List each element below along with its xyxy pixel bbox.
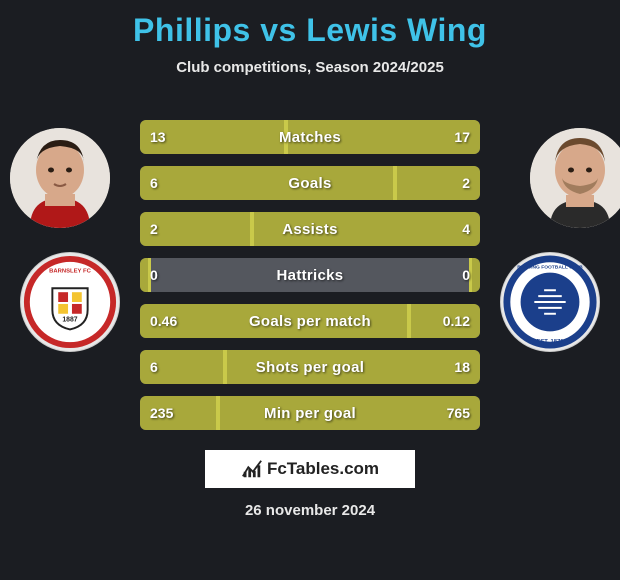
player1-name: Phillips <box>133 12 251 48</box>
stats-bars: 13Matches176Goals22Assists40Hattricks00.… <box>140 120 480 442</box>
player2-club-crest: READING FOOTBALL CLUB EST. 1871 <box>500 252 600 352</box>
stat-row: 13Matches17 <box>140 120 480 154</box>
player1-avatar <box>10 128 110 228</box>
vs-text: vs <box>260 12 297 48</box>
stat-value-right: 765 <box>437 396 480 430</box>
svg-text:EST. 1871: EST. 1871 <box>536 339 564 345</box>
stat-value-right: 2 <box>452 166 480 200</box>
fctables-logo: FcTables.com <box>205 450 415 488</box>
stat-label: Matches <box>140 120 480 154</box>
subtitle: Club competitions, Season 2024/2025 <box>0 59 620 76</box>
svg-text:BARNSLEY FC: BARNSLEY FC <box>49 269 91 275</box>
stat-row: 6Shots per goal18 <box>140 350 480 384</box>
stat-label: Assists <box>140 212 480 246</box>
stat-value-right: 0.12 <box>433 304 480 338</box>
stat-label: Hattricks <box>140 258 480 292</box>
stat-value-right: 18 <box>444 350 480 384</box>
stat-value-right: 0 <box>452 258 480 292</box>
stat-label: Goals per match <box>140 304 480 338</box>
stat-row: 2Assists4 <box>140 212 480 246</box>
stat-label: Min per goal <box>140 396 480 430</box>
stat-row: 6Goals2 <box>140 166 480 200</box>
stat-row: 0.46Goals per match0.12 <box>140 304 480 338</box>
stat-row: 0Hattricks0 <box>140 258 480 292</box>
player2-name: Lewis Wing <box>306 12 487 48</box>
stat-label: Shots per goal <box>140 350 480 384</box>
stat-value-right: 4 <box>452 212 480 246</box>
svg-text:1887: 1887 <box>62 317 77 324</box>
stat-label: Goals <box>140 166 480 200</box>
stat-row: 235Min per goal765 <box>140 396 480 430</box>
chart-icon <box>241 458 263 480</box>
date: 26 november 2024 <box>0 502 620 519</box>
player2-avatar <box>530 128 620 228</box>
page-title: Phillips vs Lewis Wing <box>0 0 620 49</box>
svg-text:READING FOOTBALL CLUB: READING FOOTBALL CLUB <box>517 265 583 271</box>
stat-value-right: 17 <box>444 120 480 154</box>
player1-club-crest: 1887 BARNSLEY FC <box>20 252 120 352</box>
logo-text: FcTables.com <box>267 459 379 479</box>
